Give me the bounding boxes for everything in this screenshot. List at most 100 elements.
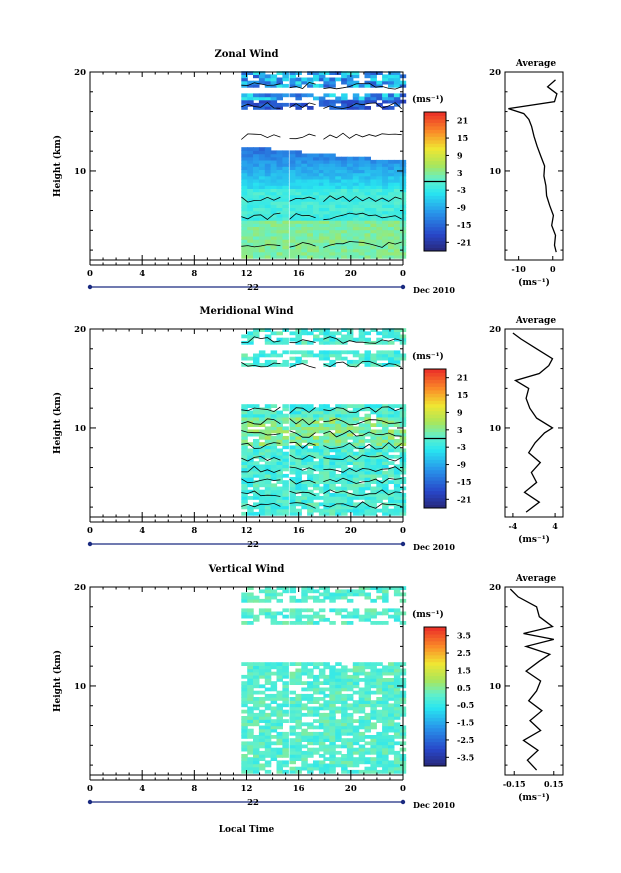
field-cell xyxy=(370,232,377,237)
field-cell xyxy=(346,496,354,500)
field-cell xyxy=(393,356,401,361)
colorbar-label: 2.5 xyxy=(457,648,471,658)
field-cell xyxy=(352,74,360,79)
field-cell xyxy=(270,741,278,746)
field-cell xyxy=(307,492,314,497)
field-cell xyxy=(295,662,302,666)
contour-line xyxy=(289,502,316,509)
field-cell xyxy=(341,725,348,730)
field-cell xyxy=(323,328,330,332)
field-cell xyxy=(335,763,342,768)
field-cell xyxy=(295,223,302,227)
field-cell xyxy=(352,245,360,250)
field-cell xyxy=(264,586,272,590)
field-cell xyxy=(318,473,326,478)
field-cell xyxy=(358,432,366,437)
field-cell xyxy=(352,614,360,619)
field-cell xyxy=(335,188,342,193)
field-cell xyxy=(270,662,278,666)
field-cell xyxy=(301,242,308,246)
field-cell xyxy=(241,353,248,358)
field-cell xyxy=(358,166,366,170)
field-cell xyxy=(364,722,371,727)
field-cell xyxy=(301,223,308,227)
field-cell xyxy=(313,410,320,415)
field-cell xyxy=(253,595,260,600)
field-cell xyxy=(370,166,377,170)
field-cell xyxy=(295,213,302,218)
field-cell xyxy=(376,747,383,752)
field-cell xyxy=(264,204,272,208)
field-cell xyxy=(247,156,254,161)
field-cell xyxy=(264,99,272,104)
field-cell xyxy=(329,763,336,768)
field-cell xyxy=(329,235,336,240)
field-cell xyxy=(393,448,401,453)
field-cell xyxy=(346,744,354,749)
contour-line xyxy=(289,418,316,426)
field-cell xyxy=(370,489,377,494)
field-cell xyxy=(247,210,254,215)
colorbar-swatch xyxy=(424,202,446,207)
field-cell xyxy=(388,439,395,443)
field-cell xyxy=(388,461,395,465)
field-cell xyxy=(241,432,248,437)
field-cell xyxy=(346,182,354,186)
field-cell xyxy=(258,223,266,227)
field-cell xyxy=(323,735,330,739)
field-cell xyxy=(241,232,248,237)
field-cell xyxy=(313,451,320,456)
field-cell xyxy=(329,608,336,613)
field-cell xyxy=(323,674,330,679)
field-cell xyxy=(241,159,248,164)
field-cell xyxy=(370,182,377,186)
field-cell xyxy=(388,480,395,484)
field-cell xyxy=(364,188,371,193)
field-cell xyxy=(307,156,314,161)
field-cell xyxy=(241,662,248,666)
field-cell xyxy=(258,188,266,193)
field-cell xyxy=(376,499,383,503)
field-cell xyxy=(307,166,314,170)
field-cell xyxy=(318,340,326,345)
field-cell xyxy=(335,757,342,761)
field-cell xyxy=(301,159,308,164)
field-cell xyxy=(313,248,320,253)
field-cell xyxy=(358,703,366,708)
field-cell xyxy=(341,178,348,183)
field-cell xyxy=(276,423,283,427)
field-cell xyxy=(318,511,326,516)
field-cell xyxy=(289,496,296,500)
field-cell xyxy=(323,586,330,590)
field-cell xyxy=(376,731,383,736)
field-cell xyxy=(323,725,330,730)
field-cell xyxy=(358,464,366,469)
field-cell xyxy=(318,413,326,418)
field-cell xyxy=(295,722,302,727)
colorbar-swatch xyxy=(424,188,446,193)
field-cell xyxy=(241,754,248,758)
field-cell xyxy=(258,423,266,427)
colorbar-swatch xyxy=(424,157,446,162)
field-cell xyxy=(393,706,401,711)
field-cell xyxy=(329,766,336,771)
field-cell xyxy=(295,413,302,418)
field-cell xyxy=(323,235,330,240)
field-cell xyxy=(364,235,371,240)
field-cell xyxy=(264,486,272,491)
field-cell xyxy=(329,254,336,259)
field-cell xyxy=(264,163,272,167)
field-cell xyxy=(329,207,336,212)
field-cell xyxy=(253,102,260,107)
field-cell xyxy=(341,674,348,679)
field-cell xyxy=(376,451,383,456)
field-cell xyxy=(346,684,354,689)
field-cell xyxy=(253,461,260,465)
field-cell xyxy=(393,492,401,497)
field-cell xyxy=(313,665,320,670)
colorbar-swatch xyxy=(424,675,446,680)
field-cell xyxy=(247,413,254,418)
field-cell xyxy=(335,242,342,246)
field-cell xyxy=(276,735,283,739)
field-cell xyxy=(335,426,342,431)
